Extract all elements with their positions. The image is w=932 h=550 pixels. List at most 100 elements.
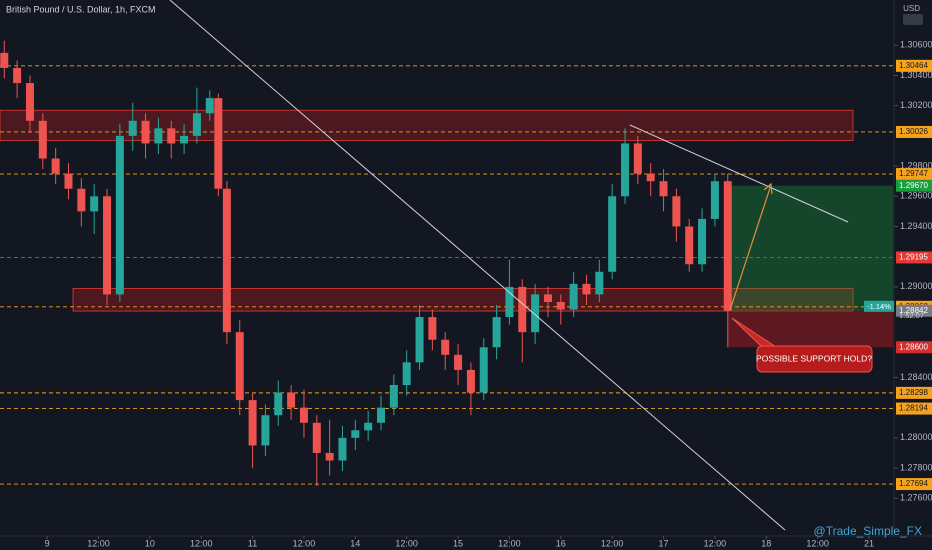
candle-body bbox=[389, 385, 398, 408]
candle-body bbox=[505, 286, 514, 318]
scale-button[interactable] bbox=[903, 14, 923, 25]
levels bbox=[0, 65, 893, 485]
change-label: -1.14% bbox=[867, 302, 891, 311]
candle-body bbox=[180, 135, 189, 144]
y-tick-label: 1.28000 bbox=[900, 432, 932, 442]
position-box bbox=[728, 185, 893, 348]
candle-body bbox=[214, 98, 223, 189]
level-label-bg bbox=[896, 341, 932, 354]
trend-line bbox=[629, 124, 849, 223]
candle-body bbox=[287, 392, 296, 408]
candle-body bbox=[377, 407, 386, 423]
candle-body bbox=[299, 407, 308, 423]
y-tick-label: 1.28400 bbox=[900, 372, 932, 382]
x-tick-label: 12:00 bbox=[806, 538, 829, 548]
profit-zone bbox=[728, 185, 893, 311]
y-tick-label: 1.30200 bbox=[900, 100, 932, 110]
trend-line bbox=[169, 0, 786, 531]
level-label-bg bbox=[896, 251, 932, 264]
candle-body bbox=[518, 286, 527, 333]
candle-body bbox=[325, 452, 334, 461]
callout bbox=[756, 345, 873, 373]
candle-body bbox=[698, 218, 707, 265]
candle-body bbox=[248, 400, 257, 446]
y-tick-label: 1.27800 bbox=[900, 462, 932, 472]
chart-title: British Pound / U.S. Dollar, 1h, FXCM bbox=[6, 4, 156, 14]
change-badge bbox=[864, 300, 894, 312]
candle-body bbox=[222, 188, 231, 333]
y-tick-label: 1.30400 bbox=[900, 70, 932, 80]
level-label: 1.28298 bbox=[899, 388, 928, 397]
y-tick-label: 1.30600 bbox=[900, 40, 932, 50]
level-label: 1.30026 bbox=[899, 127, 928, 136]
level-label-bg bbox=[896, 402, 932, 415]
candle-body bbox=[13, 67, 22, 84]
candle-body bbox=[192, 113, 201, 136]
candle-body bbox=[38, 120, 47, 159]
countdown: 1:52:07 bbox=[899, 311, 924, 320]
level-label: 1.28194 bbox=[899, 404, 928, 413]
candle-body bbox=[90, 196, 99, 212]
candle-body bbox=[710, 181, 719, 219]
candles bbox=[0, 40, 732, 487]
x-tick-label: 18 bbox=[761, 538, 771, 548]
y-tick-label: 1.29600 bbox=[900, 191, 932, 201]
watermark: @Trade_Simple_FX bbox=[814, 524, 922, 538]
level-label: 1.28600 bbox=[899, 342, 928, 351]
candle-body bbox=[205, 98, 214, 114]
candle-body bbox=[582, 283, 591, 295]
candle-body bbox=[672, 196, 681, 227]
x-tick-label: 12:00 bbox=[601, 538, 624, 548]
candle-body bbox=[441, 339, 450, 355]
x-tick-label: 17 bbox=[659, 538, 669, 548]
x-tick-label: 14 bbox=[350, 538, 360, 548]
level-label: 1.29747 bbox=[899, 169, 928, 178]
candle-body bbox=[556, 301, 565, 310]
candle-body bbox=[531, 294, 540, 333]
x-tick-label: 12:00 bbox=[293, 538, 316, 548]
candle-body bbox=[274, 392, 283, 416]
candle-body bbox=[115, 135, 124, 295]
candle-body bbox=[466, 369, 475, 393]
x-tick-label: 16 bbox=[556, 538, 566, 548]
candle-body bbox=[351, 430, 360, 438]
candle-body bbox=[646, 173, 655, 182]
candle-body bbox=[261, 415, 270, 446]
y-tick-label: 1.29000 bbox=[900, 281, 932, 291]
candle-body bbox=[51, 158, 60, 174]
level-label: 1.29195 bbox=[899, 253, 928, 262]
candle-body bbox=[141, 120, 150, 144]
x-tick-label: 15 bbox=[453, 538, 463, 548]
x-tick-label: 21 bbox=[864, 538, 874, 548]
x-tick-label: 12:00 bbox=[498, 538, 521, 548]
level-label-bg bbox=[896, 179, 932, 192]
y-tick-label: 1.27600 bbox=[900, 493, 932, 503]
x-tick-label: 12:00 bbox=[190, 538, 213, 548]
candle-body bbox=[103, 196, 112, 295]
candle-body bbox=[64, 173, 73, 189]
candle-body bbox=[338, 437, 347, 461]
candle-body bbox=[569, 283, 578, 310]
level-label-bg bbox=[896, 304, 932, 317]
level-label-bg bbox=[896, 168, 932, 181]
x-tick-label: 12:00 bbox=[395, 538, 418, 548]
candle-body bbox=[608, 196, 617, 272]
candle-body bbox=[428, 317, 437, 340]
candle-body bbox=[167, 128, 176, 144]
candle-body bbox=[235, 332, 244, 401]
candle-body bbox=[415, 317, 424, 363]
y-tick-label: 1.29400 bbox=[900, 221, 932, 231]
currency: USD bbox=[903, 4, 920, 13]
level-label: 1.27694 bbox=[899, 479, 928, 488]
x-tick-label: 12:00 bbox=[704, 538, 727, 548]
candle-body bbox=[685, 226, 694, 265]
level-label: 1.29670 bbox=[899, 181, 928, 190]
candle-body bbox=[0, 52, 9, 68]
y-tick-label: 1.29800 bbox=[900, 160, 932, 170]
candle-body bbox=[595, 271, 604, 295]
candle-body bbox=[402, 362, 411, 386]
x-tick-label: 9 bbox=[45, 538, 50, 548]
level-label: 1.28842 bbox=[899, 306, 928, 315]
candle-body bbox=[621, 143, 630, 197]
